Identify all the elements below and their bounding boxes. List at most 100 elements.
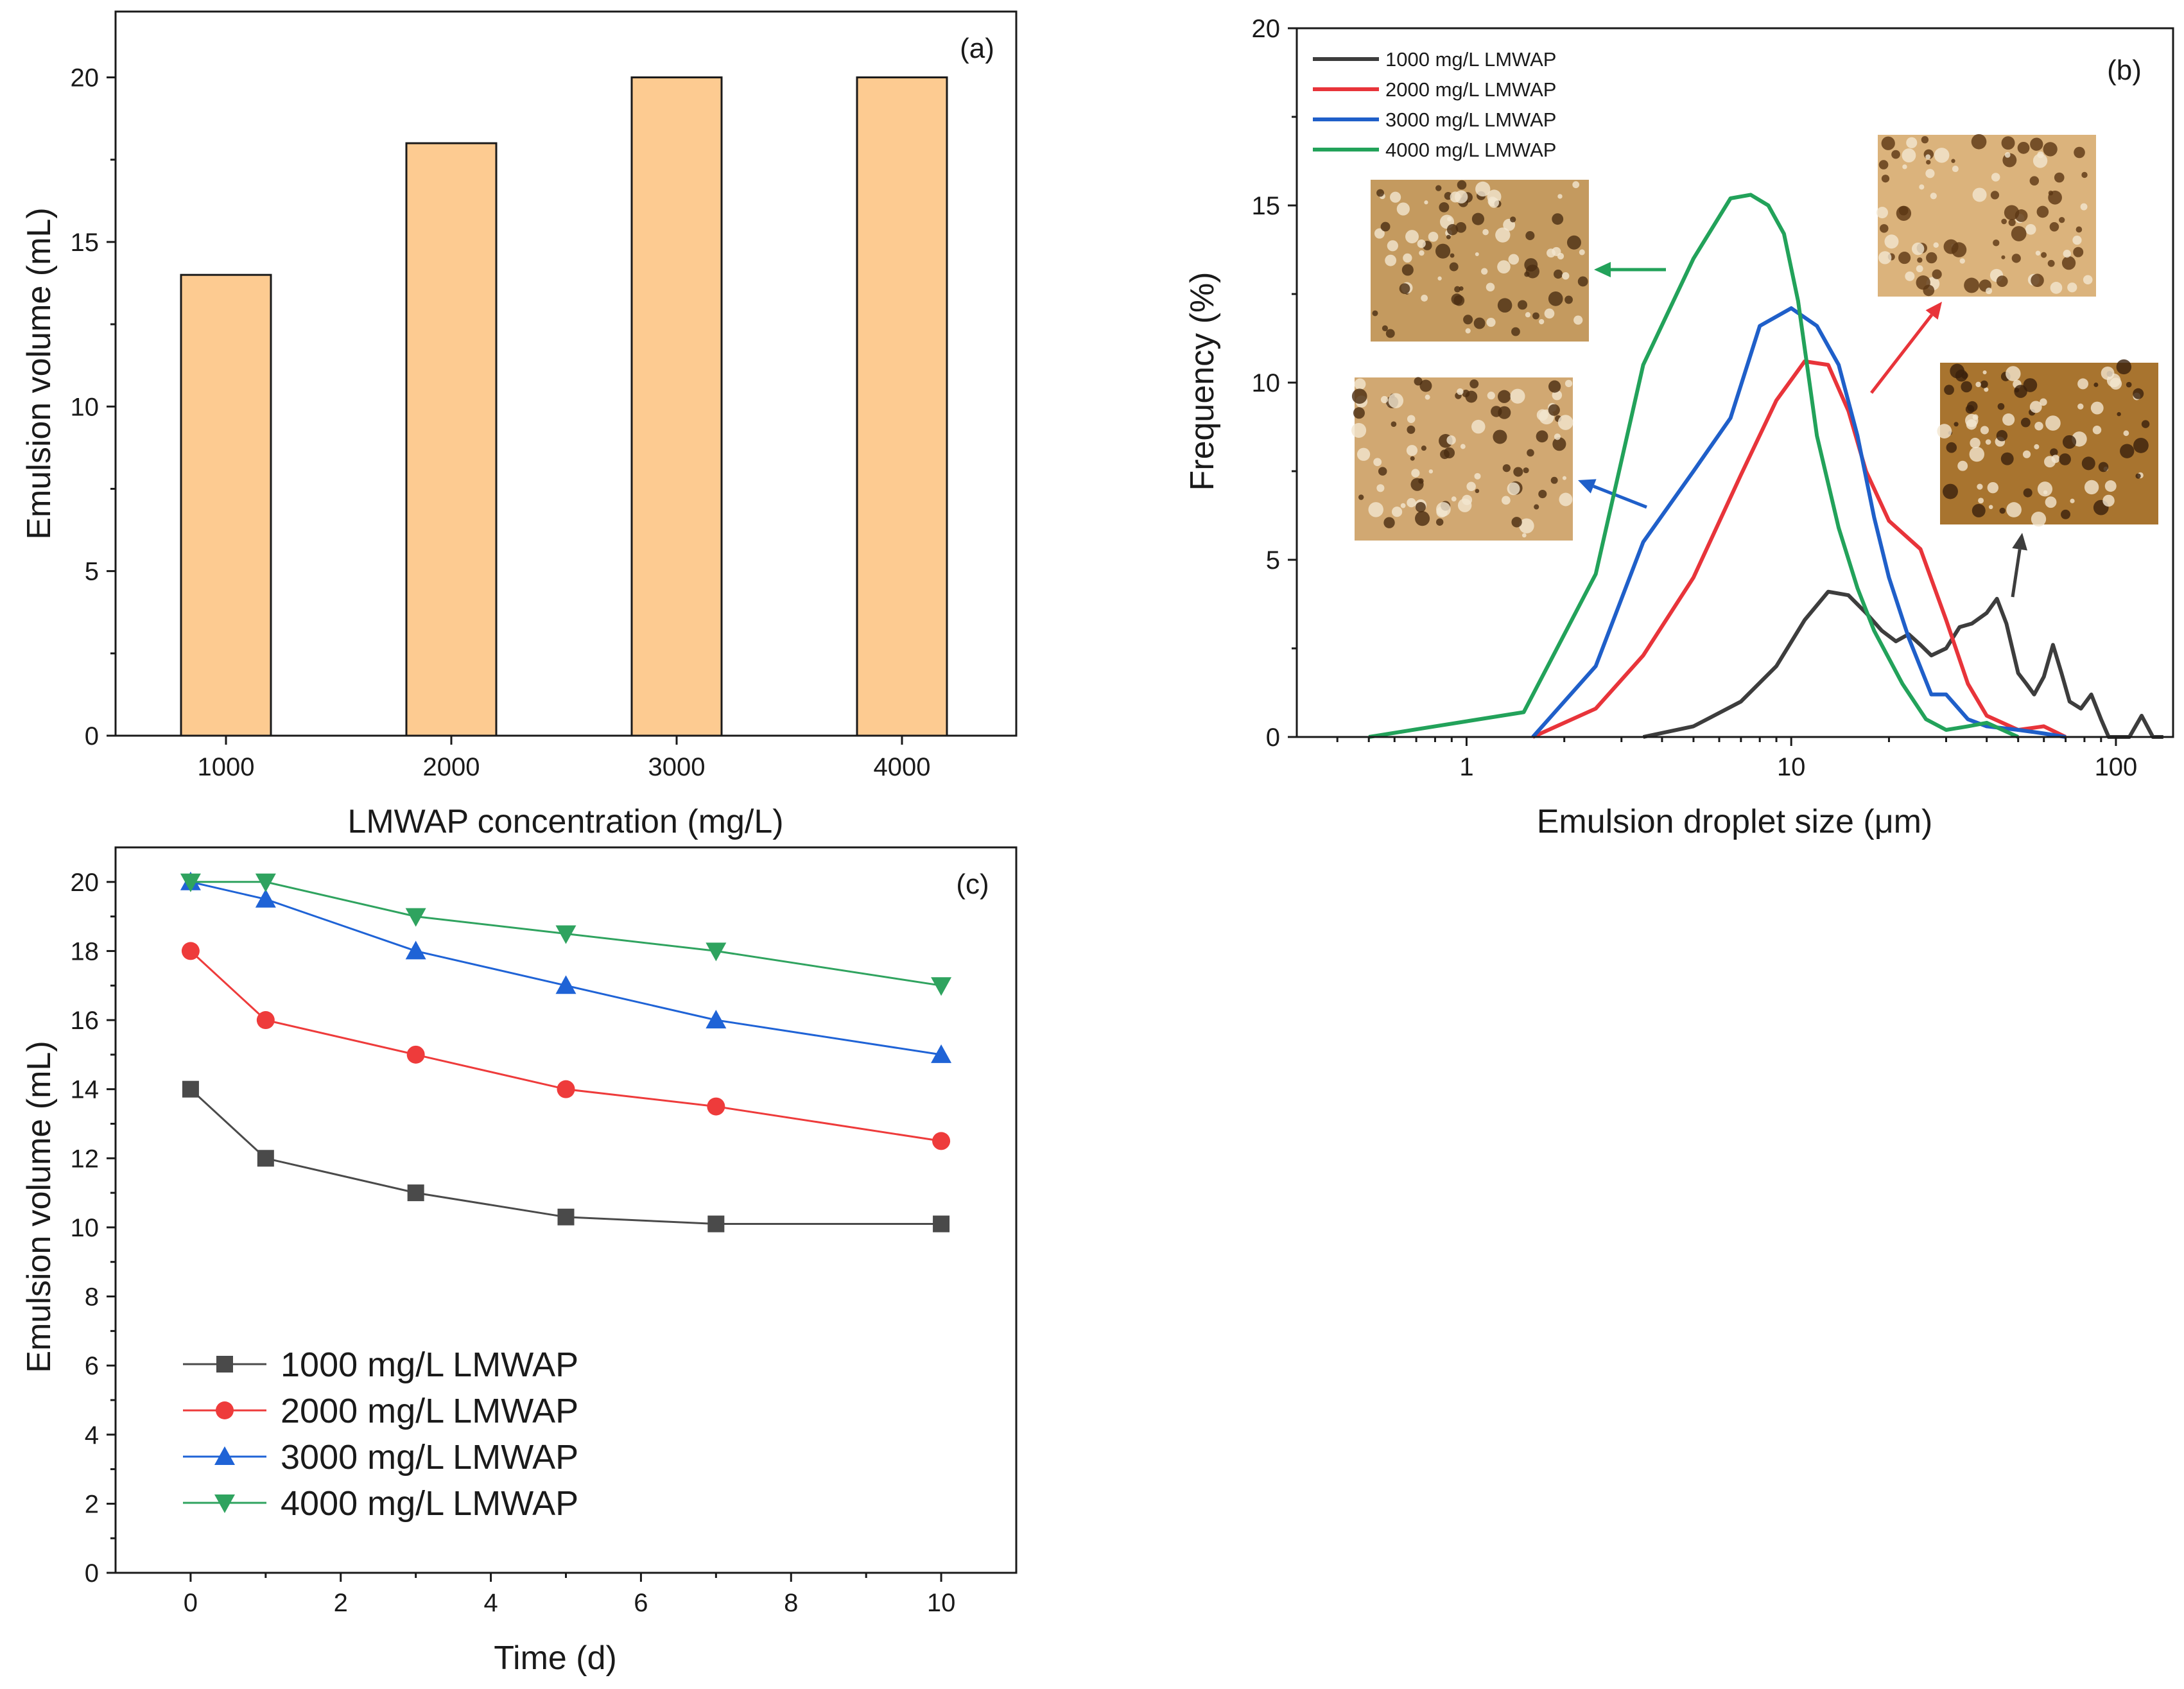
micrograph-droplet bbox=[2054, 172, 2065, 183]
micrograph-droplet bbox=[1475, 252, 1479, 257]
micrograph-droplet bbox=[1385, 329, 1395, 338]
data-point-3000 bbox=[706, 1010, 727, 1029]
micrograph-droplet bbox=[2001, 218, 2007, 225]
y-tick-label: 0 bbox=[85, 1559, 99, 1588]
micrograph-droplet bbox=[1463, 315, 1473, 325]
micrograph-droplet bbox=[2008, 219, 2016, 227]
micrograph-droplet bbox=[2133, 388, 2144, 399]
micrograph-droplet bbox=[1451, 293, 1463, 306]
micrograph-droplet bbox=[2047, 259, 2055, 267]
arrow-1000 bbox=[2011, 549, 2022, 598]
x-axis-title: Emulsion droplet size (μm) bbox=[1537, 803, 1933, 840]
data-point-4000 bbox=[931, 977, 952, 996]
micrograph-droplet bbox=[1562, 476, 1566, 480]
micrograph-droplet bbox=[1373, 458, 1382, 467]
data-point-3000 bbox=[555, 975, 576, 994]
micrograph-droplet bbox=[1374, 228, 1385, 239]
micrograph-droplet bbox=[1511, 327, 1520, 336]
x-tick-label: 2000 bbox=[423, 753, 480, 781]
series-line-1000 bbox=[189, 1088, 942, 1225]
data-point-2000 bbox=[932, 1132, 951, 1150]
micrograph-droplet bbox=[1943, 239, 1959, 254]
micrograph-droplet bbox=[1410, 456, 1415, 461]
y-tick-label: 15 bbox=[1252, 192, 1281, 220]
micrograph-droplet bbox=[1876, 207, 1888, 219]
y-tick-label: 4 bbox=[85, 1421, 99, 1450]
x-tick-label: 6 bbox=[634, 1589, 648, 1617]
micrograph-droplet bbox=[1878, 251, 1892, 264]
micrograph-droplet bbox=[2070, 498, 2075, 503]
micrograph-droplet bbox=[1405, 230, 1419, 244]
micrograph-droplet bbox=[1930, 193, 1937, 200]
micrograph-droplet bbox=[1451, 496, 1457, 502]
micrograph-droplet bbox=[1532, 312, 1539, 320]
micrograph-droplet bbox=[1388, 393, 1404, 408]
micrograph-droplet bbox=[1421, 446, 1426, 451]
micrograph-droplet bbox=[2045, 496, 2057, 508]
y-tick-label: 20 bbox=[71, 64, 100, 92]
micrograph-droplet bbox=[1905, 271, 1915, 281]
micrograph-droplet bbox=[1424, 200, 1428, 205]
micrograph-droplet bbox=[2006, 366, 2021, 381]
micrograph-droplet bbox=[1446, 234, 1451, 239]
micrograph-droplet bbox=[1934, 148, 1950, 163]
micrograph-droplet bbox=[1972, 414, 1979, 420]
micrograph-droplet bbox=[2035, 250, 2041, 256]
micrograph-droplet bbox=[1474, 472, 1481, 480]
micrograph-droplet bbox=[1407, 425, 1416, 434]
arrow-3000 bbox=[1593, 485, 1647, 509]
micrograph-droplet bbox=[1351, 388, 1367, 404]
micrograph-droplet bbox=[1383, 517, 1395, 528]
micrograph-droplet bbox=[1970, 437, 1980, 449]
micrograph-droplet bbox=[2101, 366, 2115, 380]
micrograph-droplet bbox=[1572, 181, 1580, 189]
micrograph-droplet bbox=[1898, 252, 1911, 264]
micrograph-4000 bbox=[1371, 180, 1589, 342]
micrograph-droplet bbox=[1491, 406, 1502, 417]
micrograph-droplet bbox=[2061, 509, 2070, 519]
micrograph-droplet bbox=[1439, 202, 1450, 212]
micrograph-droplet bbox=[2059, 453, 2071, 465]
micrograph-droplet bbox=[1944, 385, 1954, 395]
micrograph-droplet bbox=[2077, 378, 2089, 390]
micrograph-droplet bbox=[2045, 415, 2061, 431]
micrograph-droplet bbox=[1916, 265, 1923, 273]
micrograph-droplet bbox=[2034, 444, 2040, 449]
micrograph-droplet bbox=[1406, 445, 1418, 456]
micrograph-droplet bbox=[2067, 282, 2077, 293]
micrograph-droplet bbox=[1407, 498, 1416, 508]
micrograph-droplet bbox=[2043, 142, 2058, 157]
micrograph-droplet bbox=[1878, 160, 1889, 169]
micrograph-droplet bbox=[1990, 191, 2000, 200]
micrograph-droplet bbox=[1419, 379, 1432, 392]
data-point-4000 bbox=[405, 908, 426, 927]
micrograph-droplet bbox=[2135, 473, 2141, 479]
panel-c-time-chart: 0 2 4 6 8 10 12 14 16 18 20 0 2 4 6 8 10 1000 mg/L LMWAP 2… bbox=[21, 846, 1018, 1677]
y-tick-label: 5 bbox=[85, 558, 99, 586]
micrograph-droplet bbox=[1449, 262, 1459, 272]
micrograph-droplet bbox=[1450, 191, 1461, 203]
micrograph-droplet bbox=[1552, 437, 1566, 451]
micrograph-droplet bbox=[1354, 378, 1366, 390]
y-tick-label: 18 bbox=[71, 937, 100, 966]
micrograph-droplet bbox=[1475, 489, 1480, 494]
micrograph-droplet bbox=[1428, 231, 1439, 242]
legend-label: 4000 mg/L LMWAP bbox=[1385, 139, 1556, 161]
x-tick-label: 2 bbox=[334, 1589, 348, 1617]
x-tick-label: 4000 bbox=[874, 753, 931, 781]
data-point-3000 bbox=[931, 1044, 952, 1063]
micrograph-droplet bbox=[1510, 216, 1516, 223]
micrograph-droplet bbox=[1400, 503, 1406, 508]
micrograph-droplet bbox=[1921, 136, 1929, 144]
micrograph-droplet bbox=[1497, 298, 1512, 313]
x-tick-label: 1000 bbox=[198, 753, 255, 781]
micrograph-droplet bbox=[1919, 184, 1925, 190]
micrograph-droplet bbox=[1358, 494, 1364, 500]
micrograph-droplet bbox=[2006, 502, 2022, 517]
micrograph-droplet bbox=[2102, 494, 2115, 507]
micrograph-droplet bbox=[1891, 150, 1900, 159]
micrograph-droplet bbox=[2041, 252, 2047, 258]
micrograph-droplet bbox=[2011, 254, 2021, 263]
y-tick-label: 10 bbox=[71, 1214, 100, 1242]
data-point-2000 bbox=[256, 1011, 275, 1030]
